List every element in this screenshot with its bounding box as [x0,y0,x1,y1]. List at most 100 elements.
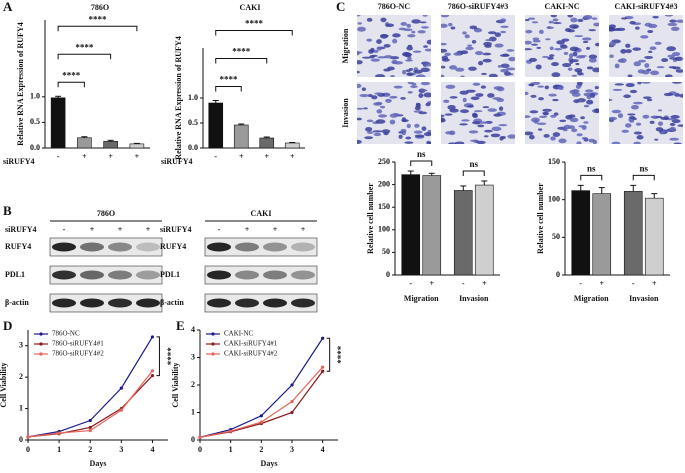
cell [558,138,567,144]
cell [646,98,653,102]
bar [284,142,300,149]
cell [507,134,515,139]
cell [580,116,585,120]
cell [649,120,655,124]
y-tick-label: 50 [382,247,390,256]
cell [469,25,478,30]
cell [591,17,598,20]
cell [648,50,653,54]
blot-band [235,270,259,280]
cell [656,66,665,69]
y-tick-label: 150 [548,157,560,166]
cell [441,114,445,118]
x-tick-label: 2 [259,445,263,454]
image-column-label: 786O-siRUFY4#3 [448,2,508,11]
significance-label: **** [220,75,239,85]
cell [383,43,391,48]
cell [472,112,478,118]
blot-band [108,242,132,252]
cell [583,121,589,124]
cell [401,117,407,122]
cell [652,15,659,19]
image-column-label: CAKI-NC [544,2,579,11]
significance-bracket [57,53,112,60]
y-tick-label: 4 [191,325,195,334]
cell [677,124,683,127]
cell [359,94,369,98]
cell [667,54,676,58]
cell [471,121,482,125]
cell [500,18,507,23]
cell [621,129,630,133]
cell [465,89,476,93]
blot-band [80,298,104,308]
cell [664,15,674,17]
cell [400,96,406,100]
cell [582,37,592,41]
cell [357,83,362,88]
cell [417,30,426,34]
blot-membrane [204,293,318,313]
blot-membrane [49,293,163,313]
cell [620,49,627,54]
cell [404,141,414,144]
cell [675,19,683,23]
cell [482,106,490,109]
x-tick-label: 2 [88,445,92,454]
y-tick-label: 250 [378,157,390,166]
image-column-label: 786O-NC [378,2,411,11]
blot-row-label: PDL1 [5,270,25,279]
cell [588,138,596,143]
blot-membrane [49,237,163,257]
cell [418,111,428,115]
bar [129,143,145,149]
cell [635,26,640,30]
cell [569,46,579,52]
cell [357,51,363,54]
cell [632,47,642,51]
cell [480,85,486,89]
cell [633,141,641,144]
significance-label: **** [162,347,172,366]
cell [487,108,497,112]
blot-membrane [49,265,163,285]
cell [533,119,539,124]
cell [366,119,374,123]
cell [611,109,622,114]
cell [593,22,599,27]
blot-band [52,298,76,308]
cell [415,74,426,77]
significance-bracket [410,160,433,167]
cell [588,54,598,60]
bar [77,137,92,149]
significance-bracket [326,337,331,372]
cell [576,141,582,144]
cell [625,123,632,128]
cell [411,82,417,86]
cell [391,59,398,65]
series-point [259,414,263,418]
cell [571,128,578,133]
cell [426,39,431,45]
cell [654,138,659,141]
cell [670,115,680,119]
cell [400,22,408,26]
cell [538,115,548,119]
cell [364,136,374,140]
cell [545,38,551,41]
cell [609,54,614,58]
cell [536,122,547,125]
y-axis-label: Relative cell number [366,183,375,254]
cell [498,106,504,111]
blot-sign: - [218,225,221,234]
cell [357,60,363,65]
cell [669,126,676,132]
series-point [88,418,92,423]
cell [554,48,563,51]
cell [627,113,636,116]
cell [449,130,456,136]
cell [609,27,616,32]
cell [586,46,591,50]
cell [564,28,572,32]
cell [611,141,621,144]
